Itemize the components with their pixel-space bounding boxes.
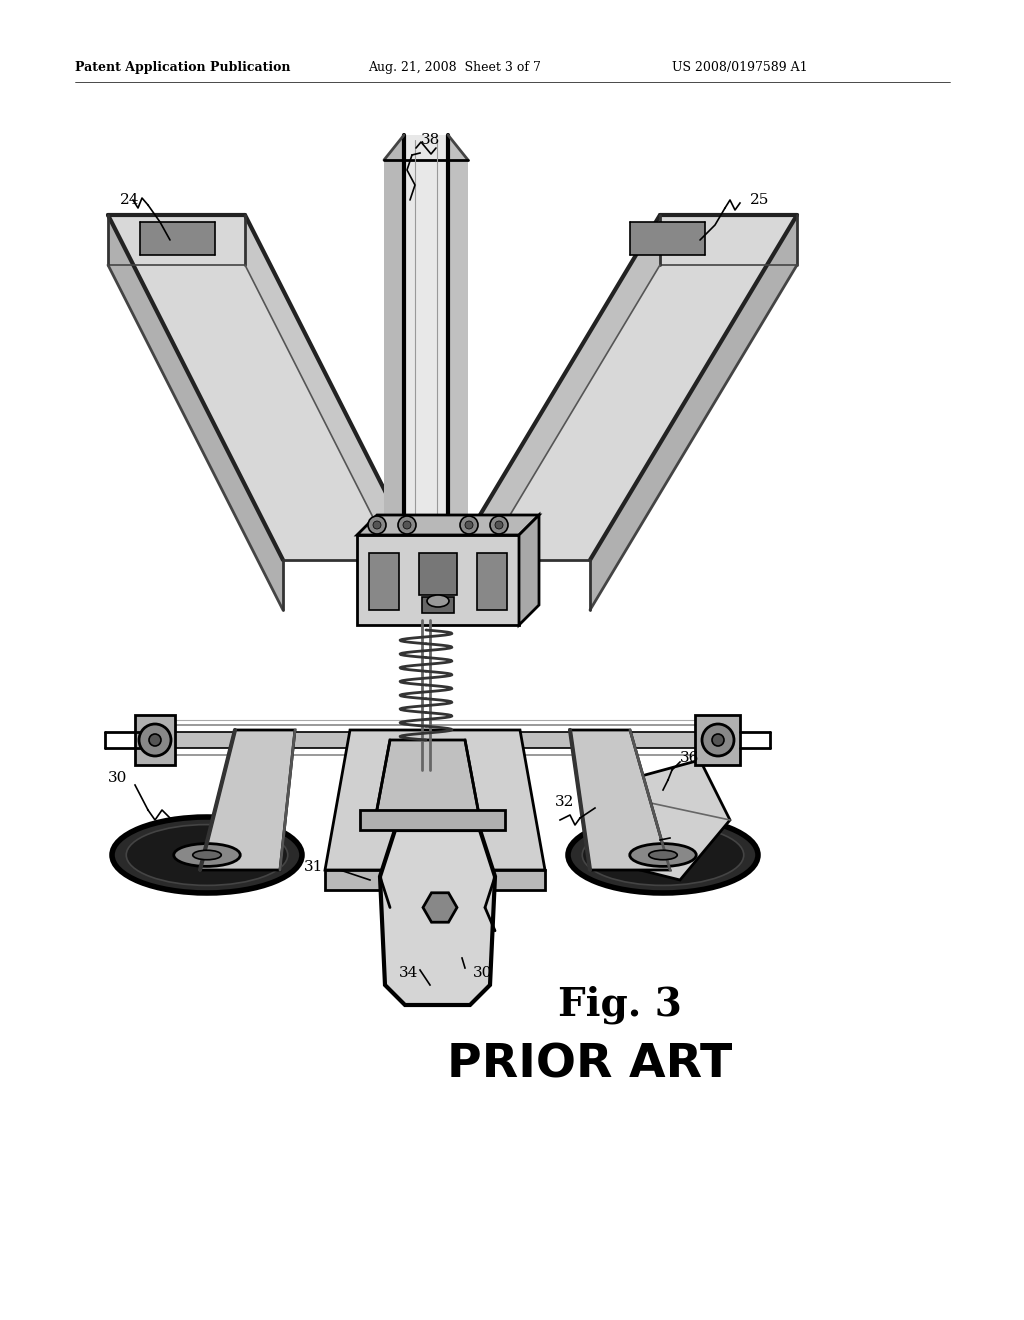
Circle shape — [712, 734, 724, 746]
Ellipse shape — [583, 825, 743, 886]
Polygon shape — [630, 222, 705, 255]
Circle shape — [373, 521, 381, 529]
Circle shape — [398, 516, 416, 535]
Circle shape — [495, 521, 503, 529]
Polygon shape — [325, 870, 545, 890]
Circle shape — [403, 521, 411, 529]
Polygon shape — [695, 715, 740, 766]
Circle shape — [490, 516, 508, 535]
Circle shape — [465, 521, 473, 529]
Text: 30: 30 — [473, 966, 493, 979]
Polygon shape — [200, 730, 295, 870]
Polygon shape — [419, 553, 457, 595]
Polygon shape — [449, 135, 468, 565]
Text: 34: 34 — [398, 966, 418, 979]
Text: 38: 38 — [421, 133, 439, 147]
Polygon shape — [140, 222, 215, 255]
Polygon shape — [360, 810, 505, 830]
Polygon shape — [357, 515, 539, 535]
Text: Patent Application Publication: Patent Application Publication — [75, 62, 291, 74]
Text: Fig. 3: Fig. 3 — [558, 986, 682, 1024]
Circle shape — [702, 723, 734, 756]
Ellipse shape — [630, 843, 696, 866]
Circle shape — [139, 723, 171, 756]
Polygon shape — [590, 215, 797, 610]
Text: 25: 25 — [751, 193, 770, 207]
Polygon shape — [357, 535, 519, 624]
Ellipse shape — [649, 850, 677, 859]
Circle shape — [460, 516, 478, 535]
Polygon shape — [590, 760, 730, 880]
Polygon shape — [453, 215, 797, 560]
Polygon shape — [375, 741, 480, 820]
Polygon shape — [108, 215, 420, 560]
Ellipse shape — [112, 817, 302, 894]
Polygon shape — [453, 215, 660, 610]
Polygon shape — [384, 135, 404, 565]
Circle shape — [368, 516, 386, 535]
Text: US 2008/0197589 A1: US 2008/0197589 A1 — [672, 62, 808, 74]
Polygon shape — [325, 730, 545, 870]
Polygon shape — [570, 730, 670, 870]
Polygon shape — [519, 515, 539, 624]
Text: 32: 32 — [555, 795, 574, 809]
Polygon shape — [477, 553, 507, 610]
Text: 30: 30 — [109, 771, 128, 785]
Ellipse shape — [174, 843, 241, 866]
Ellipse shape — [126, 825, 288, 886]
Polygon shape — [369, 553, 399, 610]
Text: 24: 24 — [120, 193, 139, 207]
Polygon shape — [140, 733, 740, 748]
Text: PRIOR ART: PRIOR ART — [447, 1043, 732, 1088]
Polygon shape — [135, 715, 175, 766]
Ellipse shape — [427, 595, 449, 607]
Polygon shape — [245, 215, 420, 610]
Text: 36: 36 — [680, 751, 699, 766]
Polygon shape — [380, 830, 495, 1005]
Ellipse shape — [193, 850, 221, 859]
Polygon shape — [404, 135, 449, 540]
Circle shape — [150, 734, 161, 746]
Text: Aug. 21, 2008  Sheet 3 of 7: Aug. 21, 2008 Sheet 3 of 7 — [368, 62, 541, 74]
Ellipse shape — [568, 817, 758, 894]
Polygon shape — [422, 597, 454, 612]
Polygon shape — [108, 215, 283, 610]
Text: 31: 31 — [304, 861, 323, 874]
